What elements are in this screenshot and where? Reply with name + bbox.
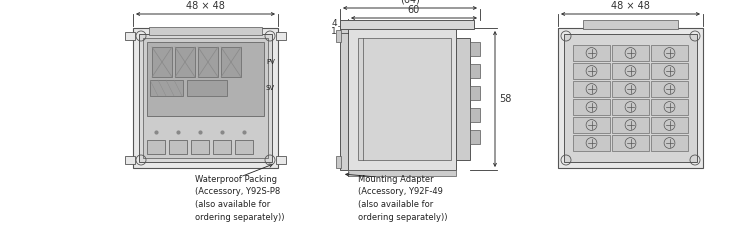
Text: 4: 4 [332,20,337,28]
Bar [573,63,610,79]
Bar [573,45,610,61]
Bar [143,38,268,158]
Bar [187,80,227,96]
Bar [573,135,610,151]
Bar [573,81,610,97]
Text: PV: PV [266,59,274,65]
Text: SV: SV [266,85,275,91]
Bar [125,32,135,40]
Text: _: _ [177,134,179,138]
Bar [152,47,172,77]
Bar [583,20,678,29]
Bar [348,28,456,170]
Bar [470,64,480,78]
Bar [147,140,165,154]
Bar [456,38,470,160]
Bar [276,32,286,40]
Bar [651,117,688,133]
Bar [169,140,187,154]
Bar [651,63,688,79]
Bar [150,80,183,96]
Bar [147,42,264,117]
Bar [149,27,262,35]
Bar [221,47,241,77]
Bar [348,170,456,176]
Bar [470,86,480,100]
Bar [612,63,649,79]
Bar [573,99,610,115]
Bar [651,135,688,151]
Bar [564,34,697,162]
Bar [198,47,218,77]
Text: 58: 58 [499,94,512,104]
Bar [651,81,688,97]
Bar [558,28,703,168]
Text: (64): (64) [400,0,420,5]
Bar [651,45,688,61]
Bar [612,99,649,115]
Bar [612,135,649,151]
Bar [235,140,253,154]
Text: 60: 60 [408,5,420,15]
Text: 48 × 48: 48 × 48 [611,1,650,11]
Text: _: _ [199,134,201,138]
Bar [470,42,480,56]
Bar [125,156,135,164]
Text: _: _ [221,134,223,138]
Bar [358,38,451,160]
Bar [213,140,231,154]
Bar [133,28,278,168]
Bar [175,47,195,77]
Text: _: _ [243,134,245,138]
Bar [470,108,480,122]
Bar [340,20,474,29]
Text: Mounting Adapter
(Accessory, Y92F-49
(also available for
ordering separately)): Mounting Adapter (Accessory, Y92F-49 (al… [358,175,448,222]
Bar [336,30,341,42]
Text: 1: 1 [332,26,337,36]
Bar [139,34,272,162]
Text: _: _ [155,134,157,138]
Bar [612,81,649,97]
Bar [191,140,209,154]
Bar [340,28,348,170]
Bar [276,156,286,164]
Bar [612,117,649,133]
Bar [612,45,649,61]
Bar [651,99,688,115]
Bar [470,130,480,144]
Text: Waterproof Packing
(Accessory, Y92S-P8
(also available for
ordering separately)): Waterproof Packing (Accessory, Y92S-P8 (… [195,175,284,222]
Bar [336,156,341,168]
Text: 48 × 48: 48 × 48 [186,1,225,11]
Bar [573,117,610,133]
